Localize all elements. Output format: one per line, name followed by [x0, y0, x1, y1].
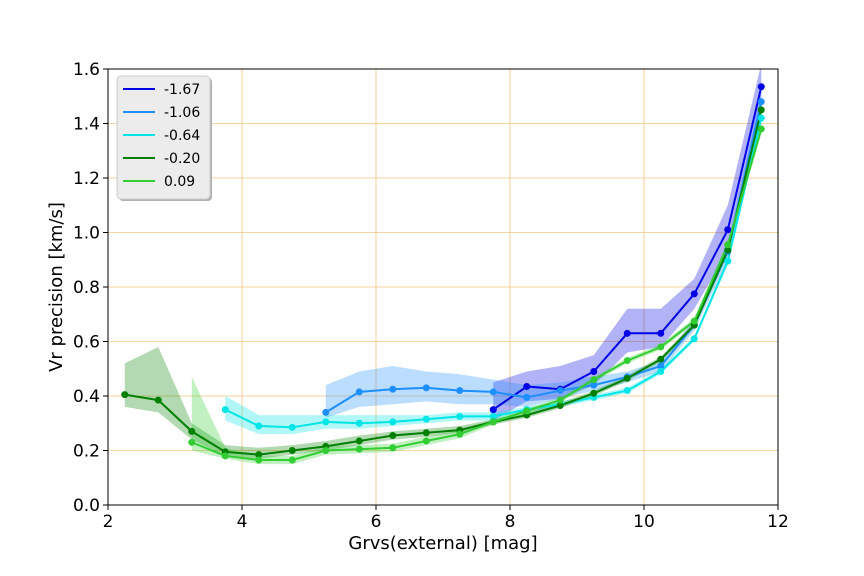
data-point	[724, 246, 732, 254]
data-point	[623, 387, 631, 395]
data-point	[489, 418, 497, 426]
data-point	[657, 329, 665, 337]
y-tick-label: 1.6	[73, 60, 100, 80]
y-tick-label: 1.0	[73, 224, 100, 244]
confidence-band-3	[124, 104, 762, 459]
y-axis-ticks: 0.0 0.2 0.4 0.6 0.8 1.0 1.2 1.4 1.6	[73, 60, 108, 516]
y-tick-label: 1.4	[73, 115, 100, 135]
x-tick-label: 6	[371, 512, 382, 532]
legend-label: -1.67	[164, 82, 200, 98]
data-point	[489, 412, 497, 420]
data-point	[389, 444, 397, 452]
data-point	[590, 367, 598, 375]
data-point	[690, 317, 698, 325]
data-point	[422, 437, 430, 445]
legend-label: -0.20	[164, 151, 200, 167]
data-point	[657, 355, 665, 363]
data-point	[757, 83, 765, 91]
data-point	[456, 412, 464, 420]
data-point	[154, 396, 162, 404]
data-point	[255, 422, 263, 430]
data-point	[288, 447, 296, 454]
x-axis-label: Grvs(external) [mag]	[348, 533, 537, 554]
series-line-3	[124, 109, 763, 456]
data-point	[590, 381, 598, 389]
data-point	[590, 389, 598, 397]
y-axis-label: Vr precision [km/s]	[46, 202, 67, 372]
data-point	[255, 456, 263, 464]
data-point	[188, 438, 196, 446]
y-tick-label: 1.2	[73, 169, 100, 189]
legend: -1.67 -1.06 -0.64 -0.20 0.09	[116, 75, 212, 201]
y-tick-label: 0.2	[73, 442, 100, 462]
data-point	[623, 329, 631, 337]
data-point	[757, 98, 765, 106]
data-point	[523, 393, 531, 401]
x-tick-label: 8	[505, 512, 516, 532]
data-point	[523, 382, 531, 390]
data-point	[690, 335, 698, 343]
data-point	[489, 406, 497, 414]
data-point	[389, 418, 397, 426]
x-tick-label: 10	[633, 512, 655, 532]
data-point	[657, 367, 665, 375]
legend-label: -1.06	[164, 105, 200, 121]
x-tick-label: 2	[103, 512, 114, 532]
data-point	[221, 406, 229, 414]
legend-box	[116, 75, 211, 200]
data-point	[757, 106, 765, 114]
confidence-band-1	[325, 90, 762, 418]
data-point	[389, 385, 397, 393]
data-point	[757, 114, 765, 122]
data-point	[355, 437, 363, 445]
data-point	[724, 241, 732, 249]
data-point	[422, 415, 430, 423]
y-tick-label: 0.6	[73, 333, 100, 353]
data-point	[422, 429, 430, 437]
data-point	[523, 407, 531, 415]
x-axis-ticks: 2 4 6 8 10 12	[103, 505, 789, 532]
data-point	[456, 387, 464, 395]
data-point	[422, 384, 430, 392]
data-point	[724, 257, 732, 265]
data-point	[389, 432, 397, 440]
data-point	[757, 125, 765, 133]
data-point	[623, 357, 631, 365]
data-point	[556, 396, 564, 404]
data-point	[489, 388, 497, 396]
data-point	[590, 376, 598, 384]
series-line-4	[191, 128, 763, 461]
legend-label: -0.64	[164, 128, 200, 144]
data-point	[657, 362, 665, 370]
y-tick-label: 0.8	[73, 278, 100, 298]
data-point	[355, 419, 363, 427]
data-point	[221, 452, 229, 460]
data-point	[456, 430, 464, 438]
x-tick-label: 4	[237, 512, 248, 532]
data-point	[556, 387, 564, 395]
y-tick-label: 0.0	[73, 496, 100, 516]
data-point	[623, 374, 631, 382]
series-points	[121, 83, 765, 464]
data-point	[556, 402, 564, 410]
data-point	[288, 456, 296, 464]
y-tick-label: 0.4	[73, 387, 100, 407]
data-point	[657, 343, 665, 351]
data-point	[188, 427, 196, 435]
data-point	[355, 388, 363, 396]
data-point	[322, 418, 330, 426]
x-tick-label: 12	[767, 512, 789, 532]
legend-label: 0.09	[164, 174, 195, 190]
data-point	[690, 290, 698, 298]
confidence-band-0	[493, 69, 762, 421]
data-point	[322, 447, 330, 454]
data-point	[255, 451, 263, 459]
data-point	[724, 226, 732, 234]
data-point	[355, 445, 363, 453]
data-point	[121, 391, 129, 399]
data-point	[288, 423, 296, 431]
confidence-bands	[124, 69, 762, 465]
data-point	[322, 408, 330, 416]
